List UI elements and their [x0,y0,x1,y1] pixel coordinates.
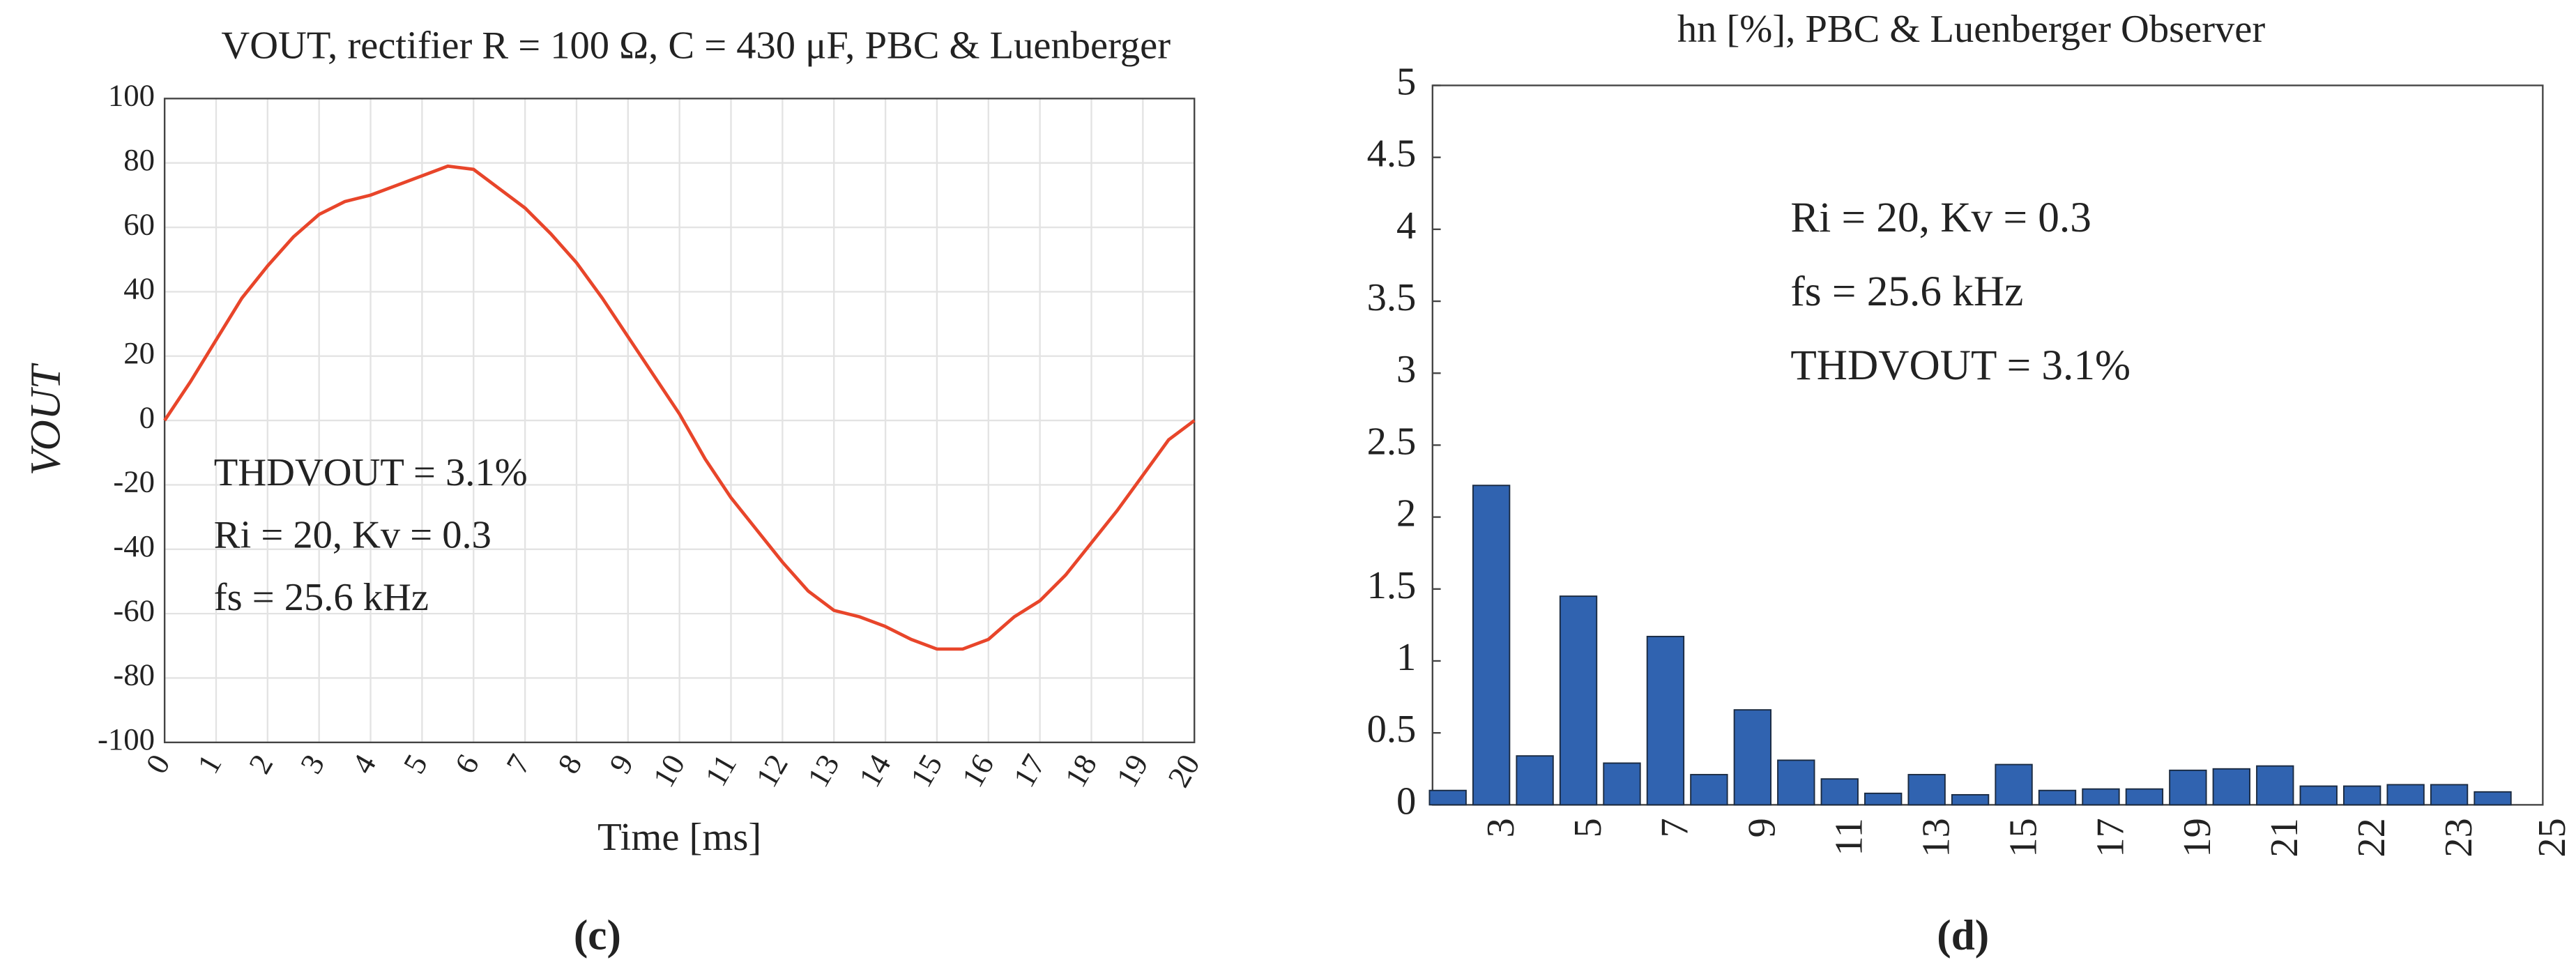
y-tick-label: 0 [139,400,155,434]
y-tick-label: 60 [123,206,155,241]
y-tick-label: 80 [123,142,155,177]
x-tick-label: 9 [1741,818,1784,837]
caption: (d) [1937,912,1989,959]
x-tick-label: 3 [1479,818,1523,837]
bar [2038,789,2077,806]
annotation: Ri = 20, Kv = 0.3 [1790,194,2091,241]
bar [2299,785,2338,806]
x-tick-label: 12 [749,749,795,793]
bar [1603,762,1641,806]
y-tick-label: -20 [113,464,155,499]
bar [1733,709,1772,806]
x-tick-label: 18 [1058,749,1104,793]
bar [1907,774,1946,806]
bar [2169,769,2207,806]
x-tick-label: 22 [2350,818,2393,858]
x-tick-label: 2 [242,749,280,779]
y-tick-label: 4 [1396,204,1416,248]
x-tick-label: 11 [698,749,743,792]
bar [1516,755,1554,806]
y-tick-label: 100 [108,78,155,113]
x-tick-label: 19 [2176,818,2219,858]
x-tick-label: 19 [1109,749,1155,793]
bar [1428,789,1467,806]
bar [1646,635,1685,806]
x-tick-label: 20 [1161,749,1207,793]
x-tick-label: 9 [602,749,640,779]
x-tick-label: 13 [800,749,846,793]
bar [2125,788,2164,806]
x-tick-label: 17 [2089,818,2132,858]
annotation: fs = 25.6 kHz [214,576,429,619]
chart-title: hn [%], PBC & Luenberger Observer [1677,8,2266,51]
x-axis-label: Time [ms] [597,816,761,859]
x-tick-label: 11 [1828,818,1871,855]
y-axis-label: VOUT [22,363,69,475]
x-tick-label: 6 [448,749,485,779]
y-tick-label: -60 [113,593,155,627]
x-tick-label: 23 [2437,818,2480,858]
bar [1690,774,1728,806]
data-line [163,164,1196,651]
bar [1864,792,1903,806]
bar [1472,485,1511,806]
bar [1995,763,2033,806]
y-tick-label: -40 [113,528,155,563]
x-tick-label: 4 [345,749,383,779]
x-tick-label: 0 [139,749,176,779]
y-tick-label: 3 [1396,348,1416,391]
x-tick-label: 21 [2263,818,2306,858]
y-tick-label: 1.5 [1367,564,1417,607]
annotation: THDVOUT = 3.1% [1790,342,2131,389]
caption: (c) [574,912,621,959]
plot-frame [163,98,1196,744]
x-tick-label: 25 [2531,818,2574,858]
bar [1559,595,1598,806]
annotation: THDVOUT = 3.1% [214,451,528,494]
bar [2342,785,2381,806]
annotation: fs = 25.6 kHz [1790,268,2023,315]
x-tick-label: 3 [294,749,331,779]
x-tick-label: 15 [904,749,950,793]
y-tick-label: 2 [1396,492,1416,535]
x-tick-label: 5 [1567,818,1610,837]
y-tick-label: 20 [123,335,155,370]
y-tick-label: 4.5 [1367,132,1417,176]
x-tick-label: 16 [955,749,1001,793]
y-tick-label: 40 [123,271,155,306]
x-tick-label: 10 [646,749,692,793]
x-tick-label: 7 [499,749,537,779]
bar [2082,788,2120,806]
y-tick-label: -100 [98,722,155,756]
x-tick-label: 8 [551,749,588,779]
y-tick-label: 2.5 [1367,420,1417,463]
bar [1820,778,1859,806]
x-tick-label: 5 [396,749,434,779]
bar [2430,784,2469,806]
x-tick-label: 17 [1007,749,1053,793]
y-tick-label: -80 [113,657,155,692]
bar [2212,768,2250,806]
bar [1777,759,1815,806]
bar [2256,765,2294,806]
annotation: Ri = 20, Kv = 0.3 [214,514,491,557]
y-tick-label: 0.5 [1367,708,1417,751]
y-tick-label: 0 [1396,779,1416,823]
y-tick-label: 3.5 [1367,276,1417,319]
y-tick-label: 5 [1396,60,1416,103]
bar [1951,793,1990,806]
bar [2386,784,2425,806]
x-tick-label: 1 [190,749,228,779]
chart-title: VOUT, rectifier R = 100 Ω, C = 430 μF, P… [221,24,1171,68]
y-tick-label: 1 [1396,636,1416,679]
x-tick-label: 15 [2002,818,2045,858]
x-tick-label: 13 [1914,818,1958,858]
x-tick-label: 14 [852,749,898,793]
bar [2474,791,2512,806]
x-tick-label: 7 [1654,818,1697,837]
